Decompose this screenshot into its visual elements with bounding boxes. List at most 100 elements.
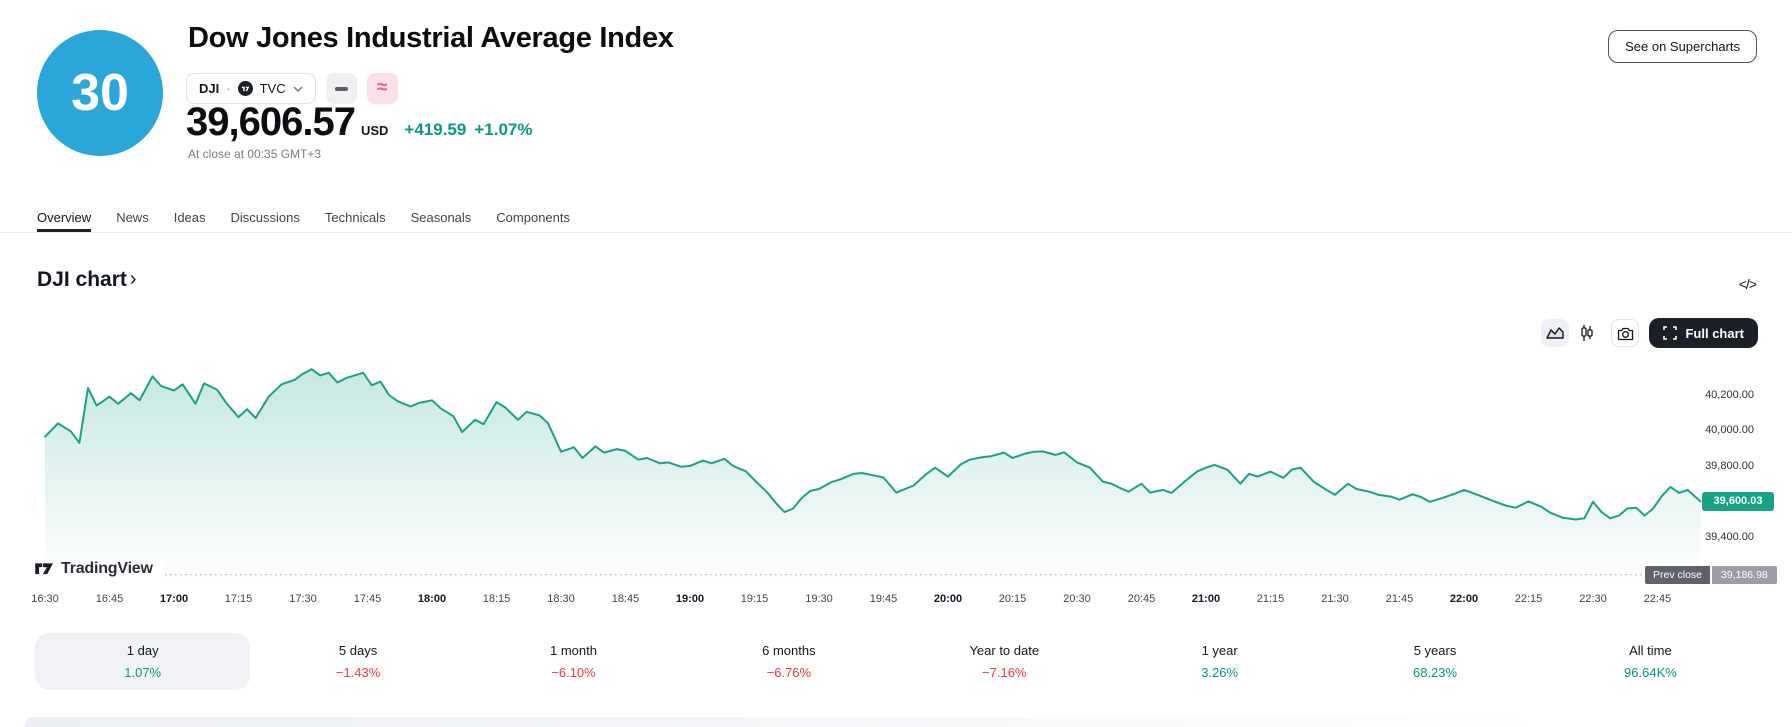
time-axis-label: 18:45 (611, 593, 640, 605)
time-axis-label: 19:45 (869, 593, 898, 605)
tab-news[interactable]: News (116, 210, 149, 225)
symbol-logo-text: 30 (71, 64, 129, 122)
time-axis-label: 20:15 (998, 593, 1027, 605)
time-axis-label: 16:30 (31, 593, 59, 605)
chart-section-title: DJI chart (37, 268, 127, 291)
range-label: 5 years (1413, 643, 1457, 658)
price-change: +419.59 (404, 120, 467, 139)
camera-icon (1617, 327, 1634, 340)
time-axis-label: 21:30 (1321, 593, 1349, 605)
prev-close-axis-badge: Prev close 39,186.98 (1645, 565, 1777, 584)
range-1-day[interactable]: 1 day 1.07% (35, 633, 251, 690)
prev-close-label: Prev close (1645, 565, 1711, 584)
tab-overview[interactable]: Overview (37, 203, 92, 232)
range-5-days[interactable]: 5 days −1.43% (250, 633, 465, 690)
minus-icon (334, 86, 348, 91)
time-axis-label: 17:15 (224, 593, 253, 605)
range-percent: 96.64K% (1624, 665, 1677, 680)
prev-close-value: 39,186.98 (1712, 565, 1777, 584)
area-chart-icon (1546, 327, 1565, 339)
symbol-logo: 30 (37, 30, 163, 156)
price-axis-label: 40,000.00 (1705, 424, 1754, 437)
range-1-year[interactable]: 1 year 3.26% (1112, 633, 1327, 690)
chevron-down-icon (293, 85, 303, 92)
range-percent: 68.23% (1412, 665, 1458, 680)
time-axis-label: 17:30 (289, 593, 317, 605)
candles-chart-icon (1581, 325, 1594, 341)
tab-technicals[interactable]: Technicals (324, 210, 386, 225)
chart-section-heading-link[interactable]: DJI chart › (37, 268, 137, 292)
full-chart-button[interactable]: Full chart (1649, 318, 1758, 348)
time-axis-label: 19:30 (805, 593, 833, 605)
time-axis-label: 21:15 (1256, 593, 1285, 605)
range-label: 1 month (549, 643, 597, 658)
price-axis-label: 39,400.00 (1705, 530, 1754, 543)
tradingview-watermark[interactable]: TradingView (35, 560, 163, 578)
currency-label: USD (360, 123, 389, 138)
range-year-to-date[interactable]: Year to date −7.16% (897, 633, 1112, 690)
range-percent: −1.43% (335, 665, 381, 680)
time-axis-label: 20:30 (1063, 593, 1091, 605)
time-axis-label: 19:15 (740, 593, 769, 605)
series-line (44, 368, 1702, 521)
tradingview-mini-logo-icon (237, 81, 253, 96)
time-axis-label: 22:00 (1449, 593, 1479, 605)
range-selector-row: 1 day 1.07% 5 days −1.43% 1 month −6.10% 6 mon… (35, 633, 1758, 690)
range-label: 5 days (338, 643, 378, 658)
price-row: 39,606.57 USD +419.59 +1.07% (186, 100, 532, 145)
symbol-meta-row: DJI · TVC ≈ (186, 73, 398, 104)
range-percent: −6.76% (766, 665, 812, 680)
see-on-supercharts-button[interactable]: See on Supercharts (1608, 30, 1757, 63)
range-all-time[interactable]: All time 96.64K% (1543, 633, 1758, 690)
embed-code-icon[interactable]: </> (1738, 276, 1757, 292)
range-5-years[interactable]: 5 years 68.23% (1327, 633, 1542, 690)
time-axis: 16:30 16:45 17:00 17:15 17:30 17:45 18:00 18:15… (0, 593, 1792, 609)
waves-icon: ≈ (376, 77, 388, 98)
watchlist-remove-button[interactable] (325, 73, 357, 104)
tab-components[interactable]: Components (496, 210, 571, 225)
range-6-months[interactable]: 6 months −6.76% (681, 633, 896, 690)
time-axis-label: 17:00 (159, 593, 189, 605)
symbol-source-dropdown[interactable]: DJI · TVC (186, 73, 316, 104)
exchange-label: TVC (259, 81, 286, 96)
range-label: 1 day (126, 643, 159, 658)
range-1-month[interactable]: 1 month −6.10% (466, 633, 681, 690)
time-axis-label: 18:30 (547, 593, 575, 605)
tab-discussions[interactable]: Discussions (230, 210, 300, 225)
last-price: 39,606.57 (186, 100, 356, 144)
chevron-right-icon: › (129, 267, 137, 290)
range-label: 6 months (762, 643, 816, 658)
time-axis-label: 20:00 (933, 593, 963, 605)
time-axis-label: 20:45 (1127, 593, 1156, 605)
candles-chart-style-button[interactable] (1573, 319, 1601, 347)
tradingview-logo-icon (35, 562, 53, 574)
tab-seasonals[interactable]: Seasonals (410, 210, 472, 225)
price-change-percent: +1.07% (474, 120, 533, 139)
time-axis-label: 19:00 (675, 593, 705, 605)
flag-button[interactable]: ≈ (366, 73, 398, 104)
time-axis-label: 22:15 (1514, 593, 1543, 605)
tabs-list: Overview News Ideas Discussions Technicals Se… (0, 203, 1792, 232)
time-axis-label: 17:45 (353, 593, 382, 605)
area-chart-canvas (35, 368, 1702, 582)
range-percent: 1.07% (124, 665, 162, 680)
time-axis-label: 21:45 (1385, 593, 1414, 605)
last-price-axis-badge: 39,600.03 (1702, 491, 1774, 511)
time-axis-label: 22:45 (1643, 593, 1672, 605)
time-axis-label: 18:15 (482, 593, 511, 605)
chart-toolbar: Full chart (1541, 318, 1758, 348)
page-title: Dow Jones Industrial Average Index (188, 22, 674, 54)
range-label: All time (1629, 643, 1672, 658)
snapshot-button[interactable] (1611, 319, 1640, 347)
time-axis-label: 21:00 (1191, 593, 1221, 605)
range-percent: 3.26% (1201, 665, 1239, 680)
price-chart[interactable] (35, 330, 1703, 590)
range-label: 1 year (1201, 643, 1238, 658)
tab-ideas[interactable]: Ideas (173, 210, 206, 225)
next-section-partial (25, 717, 1757, 727)
time-axis-label: 16:45 (95, 593, 124, 605)
watermark-label: TradingView (61, 560, 153, 577)
area-chart-style-button[interactable] (1541, 319, 1570, 347)
price-axis-label: 40,200.00 (1705, 388, 1754, 401)
